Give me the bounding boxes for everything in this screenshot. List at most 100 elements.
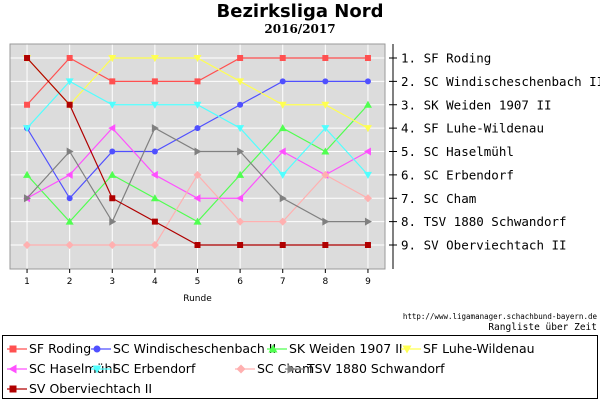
rank-label: 5. SC Haselmühl [401,144,514,159]
data-point [279,194,287,203]
data-point [151,78,158,85]
rank-label: 8. TSV 1880 Schwandorf [401,214,567,229]
data-point [321,147,330,155]
legend-row: SC Haselmühl SC Erbendorf SC Cham TSV 1880 … [3,359,597,379]
chart-canvas: 1 2 3 4 5 6 7 8 9 Runde 1. SF Roding 2. SC Windisch… [9,43,600,304]
series-9 [24,55,371,248]
legend-swatch [285,364,305,374]
data-point [236,194,244,203]
data-point [237,242,244,248]
data-point [108,55,117,62]
legend-label: SF Roding [29,341,92,356]
data-point [92,365,102,374]
data-point [236,78,245,86]
data-point [24,101,31,108]
legend-label: SV Oberviechtach II [29,381,153,396]
data-point [194,147,202,156]
data-point [363,194,372,203]
data-point [278,101,287,109]
data-point [279,55,286,61]
data-point [322,78,329,85]
legend-swatch [91,365,111,374]
x-tick-label: 1 [24,277,30,287]
legend-row: SF Roding SC Windischeschenbach II SK Weid… [3,339,597,359]
data-point [193,101,202,109]
x-tick-label: 4 [152,277,158,287]
data-point [364,242,371,248]
data-point [24,55,31,61]
rank-label: 4. SF Luhe-Wildenau [401,121,544,136]
data-point [151,218,158,225]
data-point [66,101,73,108]
legend-swatch [7,364,27,374]
data-point [150,55,159,62]
rank-label: 9. SV Oberviechtach II [401,238,567,253]
data-point [237,147,245,156]
legend-swatch [235,364,255,374]
rank-label: 7. SC Cham [401,191,476,206]
data-point [363,171,372,179]
data-point [109,195,116,202]
source-url[interactable]: http://www.ligamanager.schachbund-bayern… [402,312,597,321]
data-point [194,125,201,132]
data-point [363,100,372,108]
x-tick-label: 5 [195,277,201,287]
data-point [321,125,330,133]
chart-caption: Rangliste über Zeit [488,322,597,333]
chart-title: Bezirksliga Nord [216,1,384,22]
data-point [194,242,201,248]
x-tick-label: 9 [365,277,371,287]
legend-label: SC Erbendorf [113,361,196,376]
data-point [322,217,330,226]
rank-label: 1. SF Roding [401,51,491,66]
legend-swatch [91,345,111,353]
data-point [8,364,17,374]
data-point [321,101,330,109]
data-point [23,125,32,133]
data-point [193,194,201,203]
series-8 [24,124,372,226]
data-point [322,242,329,248]
data-point [363,125,372,133]
data-point [402,345,412,354]
data-point [23,170,32,178]
data-point [279,242,286,248]
x-axis-label: Runde [183,294,212,304]
data-point [268,344,278,353]
chart-subtitle: 2016/2017 [264,22,336,36]
data-point [150,101,159,109]
data-point [23,241,32,249]
data-point [236,170,245,178]
data-point [363,147,371,156]
data-point [279,78,286,85]
data-point [9,385,17,393]
x-tick-label: 2 [67,277,73,287]
data-point [236,125,245,133]
rank-label: 3. SK Weiden 1907 II [401,97,552,112]
data-point [278,217,287,226]
data-point [66,195,73,202]
data-point [193,217,202,225]
data-point [278,147,286,156]
data-point [194,78,201,85]
data-point [65,170,73,179]
data-point [278,171,287,179]
data-point [364,78,371,85]
data-point [151,148,158,155]
data-point [364,217,372,226]
rank-label: 6. SC Erbendorf [401,167,514,182]
data-point [321,170,330,179]
legend-swatch [267,344,287,353]
data-point [236,364,246,374]
data-point [109,78,116,85]
legend-swatch [7,385,27,393]
legend: SF Roding SC Windischeschenbach II SK Weid… [2,335,598,399]
data-point [236,217,245,226]
data-point [24,194,32,203]
legend-label: SF Luhe-Wildenau [423,341,535,356]
legend-label: SC Windischeschenbach II [113,341,277,356]
data-point [109,217,117,226]
legend-row: SV Oberviechtach II [3,379,597,399]
x-tick-label: 3 [109,277,115,287]
data-point [151,124,159,133]
